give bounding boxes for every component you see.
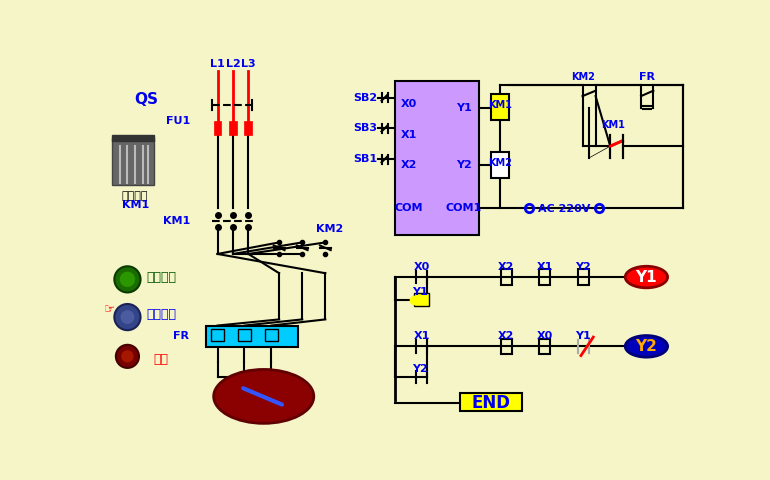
Bar <box>211 329 223 341</box>
Bar <box>491 94 510 120</box>
Text: Y2: Y2 <box>575 262 591 272</box>
Text: X2: X2 <box>498 331 514 341</box>
Text: KM2: KM2 <box>571 72 595 82</box>
Text: FR: FR <box>173 331 189 341</box>
Text: L3: L3 <box>241 59 256 69</box>
Text: 正向启动: 正向启动 <box>146 271 176 284</box>
Text: X1: X1 <box>413 331 430 341</box>
Text: X0: X0 <box>537 331 553 341</box>
Text: X1: X1 <box>537 262 553 272</box>
Ellipse shape <box>625 266 668 288</box>
Text: KM1: KM1 <box>601 120 625 131</box>
Text: X2: X2 <box>400 160 417 170</box>
Ellipse shape <box>120 310 135 324</box>
Text: FU1: FU1 <box>166 116 191 126</box>
Text: 电源开关: 电源开关 <box>122 191 149 201</box>
Text: QS: QS <box>134 93 158 108</box>
Ellipse shape <box>116 345 139 368</box>
Text: Y1: Y1 <box>635 270 658 285</box>
Bar <box>265 329 277 341</box>
Text: Y1: Y1 <box>575 331 591 341</box>
Text: KM1: KM1 <box>122 201 149 210</box>
Ellipse shape <box>214 370 314 423</box>
Text: SB3: SB3 <box>353 123 377 133</box>
Text: SB2: SB2 <box>353 93 377 103</box>
Text: KM1: KM1 <box>163 216 191 226</box>
Text: FR: FR <box>639 72 655 82</box>
Text: 反向启动: 反向启动 <box>146 308 176 321</box>
Text: END: END <box>471 394 511 411</box>
Bar <box>414 293 430 306</box>
Text: ☞: ☞ <box>104 304 115 317</box>
Ellipse shape <box>122 350 134 362</box>
Text: L2: L2 <box>226 59 240 69</box>
Text: 停止: 停止 <box>154 353 169 366</box>
Bar <box>239 329 251 341</box>
Text: X2: X2 <box>498 262 514 272</box>
Text: Y2: Y2 <box>456 160 472 170</box>
Text: Y1: Y1 <box>412 287 428 297</box>
Bar <box>394 81 479 235</box>
Text: KM2: KM2 <box>488 158 512 168</box>
Bar <box>229 121 237 134</box>
Text: X0: X0 <box>400 99 417 109</box>
Text: KM1: KM1 <box>488 100 512 110</box>
Text: COM: COM <box>394 203 423 213</box>
Text: X0: X0 <box>413 262 430 272</box>
Text: COM1: COM1 <box>446 203 482 213</box>
Text: Y1: Y1 <box>456 103 472 113</box>
Text: X1: X1 <box>400 130 417 140</box>
Bar <box>112 138 154 185</box>
Bar <box>460 393 522 411</box>
Text: Y2: Y2 <box>412 364 428 373</box>
Bar <box>214 121 222 134</box>
Ellipse shape <box>120 272 136 287</box>
Bar <box>112 134 154 141</box>
Ellipse shape <box>114 304 140 330</box>
Bar <box>245 121 253 134</box>
Bar <box>491 152 510 178</box>
Ellipse shape <box>114 266 140 292</box>
Text: Y2: Y2 <box>635 339 658 354</box>
Text: KM2: KM2 <box>316 224 343 234</box>
Bar <box>206 325 299 347</box>
Ellipse shape <box>625 336 668 357</box>
Text: SB1: SB1 <box>353 154 377 164</box>
Text: AC 220V: AC 220V <box>537 204 591 214</box>
Text: L1: L1 <box>210 59 225 69</box>
